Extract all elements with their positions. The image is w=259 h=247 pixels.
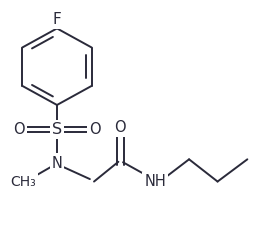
Text: CH₃: CH₃	[10, 175, 36, 188]
Text: O: O	[89, 122, 100, 137]
Text: O: O	[115, 120, 126, 135]
Text: F: F	[53, 12, 61, 26]
Text: N: N	[52, 156, 62, 170]
Text: NH: NH	[145, 174, 166, 189]
Text: O: O	[14, 122, 25, 137]
Text: S: S	[52, 122, 62, 137]
